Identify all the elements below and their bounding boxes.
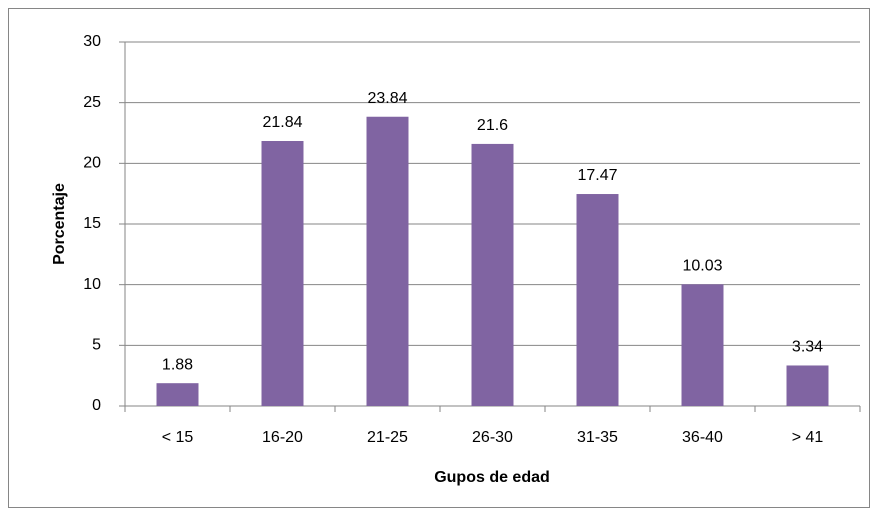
data-label: 23.84 (367, 90, 407, 107)
x-tick-label: 36-40 (682, 429, 723, 446)
y-axis-title: Porcentaje (51, 183, 68, 265)
bar (366, 116, 409, 406)
data-label: 1.88 (162, 356, 193, 373)
x-axis-title: Gupos de edad (434, 469, 550, 486)
x-tick-label: 31-35 (577, 429, 618, 446)
bar (681, 284, 724, 406)
data-label: 17.47 (577, 167, 617, 184)
x-tick-label: 21-25 (367, 429, 408, 446)
data-label: 3.34 (792, 339, 823, 356)
data-label: 21.84 (262, 114, 302, 131)
bar (261, 141, 304, 406)
bar (786, 365, 829, 406)
x-tick-label: 26-30 (472, 429, 513, 446)
data-label: 10.03 (682, 258, 722, 275)
bar (471, 143, 514, 407)
x-tick-label: > 41 (792, 429, 824, 446)
y-tick-label: 25 (83, 94, 101, 111)
chart-border (8, 8, 870, 508)
x-tick-label: < 15 (162, 429, 194, 446)
x-tick-label: 16-20 (262, 429, 303, 446)
y-tick-label: 0 (92, 397, 101, 414)
y-tick-label: 15 (83, 215, 101, 232)
y-tick-label: 10 (83, 276, 101, 293)
bar (156, 383, 199, 406)
y-tick-label: 30 (83, 33, 101, 50)
y-tick-label: 5 (92, 337, 101, 354)
data-label: 21.6 (477, 117, 508, 134)
y-tick-label: 20 (83, 155, 101, 172)
bar (576, 194, 619, 406)
